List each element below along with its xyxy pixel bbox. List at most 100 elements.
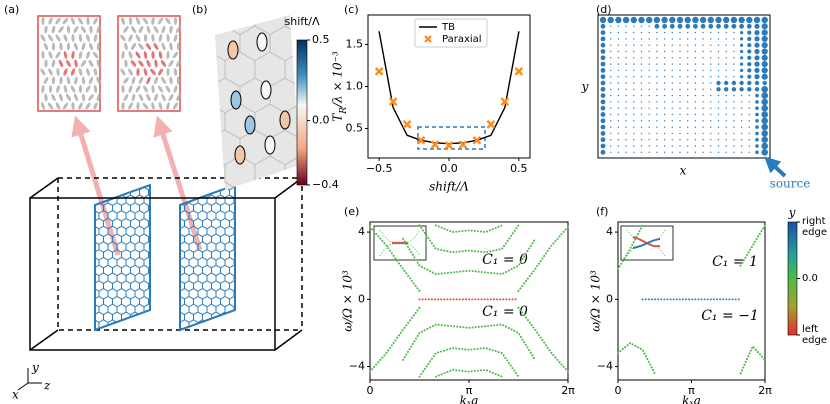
dot [671,151,673,153]
dot [725,50,727,53]
dot [733,57,735,59]
dot [761,54,768,61]
dot [663,120,666,122]
dot [723,16,730,24]
dot [762,80,767,86]
dot [646,16,653,24]
scatterer [88,42,94,51]
band [402,237,537,276]
dot [710,139,712,141]
dot [748,151,750,153]
dot [730,16,738,24]
scatterer [74,59,78,68]
dot [625,113,627,116]
dot [633,126,635,128]
dot [648,145,650,147]
dot [679,120,681,122]
scatterer [66,42,71,51]
dot [740,68,744,72]
dot [610,63,612,65]
dot [640,107,643,109]
sheet [179,183,236,332]
dot [739,87,744,92]
dot [716,87,721,92]
scatterer [85,51,91,59]
y-tick-label: 1.5 [346,37,364,50]
dot [600,124,606,130]
dot [723,23,729,29]
dot [687,113,689,116]
dot [716,23,721,29]
dot [702,120,704,122]
dot [671,44,673,46]
x-tick-label: 2π [561,384,575,397]
dot [702,139,704,141]
dot [625,50,627,53]
scatterer [145,43,152,50]
legend-swatch [424,35,432,43]
dot [648,107,650,109]
dot [716,80,721,86]
scatterer [143,51,148,59]
dot [633,38,635,40]
scatterer [56,68,60,76]
dot [754,36,760,42]
dot [710,63,712,65]
dot [754,74,760,80]
dot [656,50,658,53]
dot [600,49,606,54]
scatterer [59,93,63,102]
scatterer [260,80,272,100]
scatterer [44,59,48,68]
dot [694,88,697,91]
dot [717,38,720,40]
colorbar-title: shift/Λ [285,15,320,28]
dot [740,75,744,79]
x-tick-label: π [688,384,695,397]
dot [648,101,650,103]
dot [656,44,658,46]
dot [610,145,612,147]
box-edge [29,177,303,351]
x-axis-label: kₓa [460,394,479,404]
dot [733,94,735,97]
dot [694,139,697,141]
inset [373,225,427,261]
scatterer [142,17,149,25]
dot [656,120,658,122]
dot [671,101,673,103]
scatterer [135,51,141,59]
dot [687,38,689,40]
band [369,226,569,292]
dot [710,107,712,109]
dot [617,44,620,46]
dot [694,44,697,46]
scatterer [168,94,174,101]
scatterer [63,68,68,76]
dot [600,74,606,80]
scatterer [146,59,151,68]
dot [761,149,768,156]
dot [615,16,622,24]
source-arrow [764,156,787,178]
dot [710,101,712,103]
scatterer [77,17,84,25]
dot [761,35,768,43]
dot [694,107,697,109]
scatterer [166,68,170,76]
scatterer [78,51,83,59]
scatterer [138,60,144,67]
dot [661,16,668,24]
dot [761,23,768,30]
dot [717,69,720,72]
marker [388,97,398,106]
dot [671,31,673,34]
band [369,306,569,373]
dot [656,113,658,116]
dot [622,16,630,24]
dot [748,113,750,116]
dot [725,145,727,147]
dot [725,94,727,97]
dot [761,16,768,24]
dot [687,120,689,122]
